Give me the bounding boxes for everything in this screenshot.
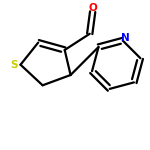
Text: S: S xyxy=(10,60,18,70)
Text: O: O xyxy=(88,3,97,13)
Text: N: N xyxy=(121,33,129,43)
